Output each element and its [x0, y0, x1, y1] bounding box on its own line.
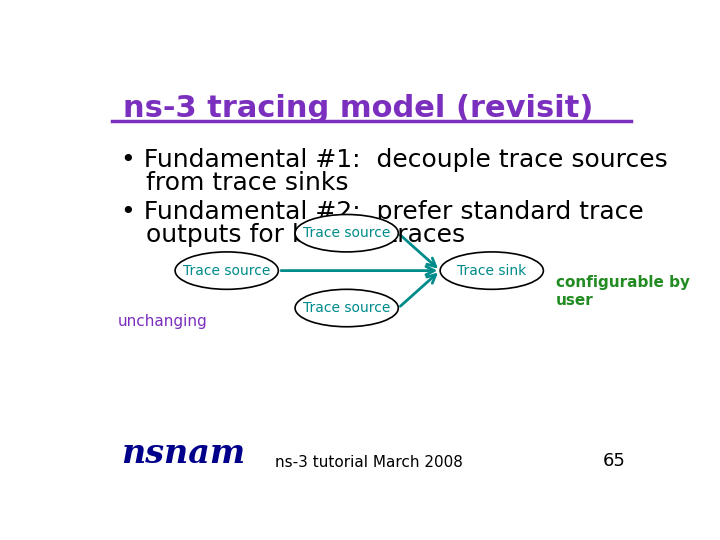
Text: 65: 65 [603, 452, 626, 470]
Ellipse shape [295, 214, 398, 252]
Text: outputs for built-in traces: outputs for built-in traces [145, 223, 465, 247]
Text: Trace sink: Trace sink [457, 264, 526, 278]
Text: ns-3 tracing model (revisit): ns-3 tracing model (revisit) [124, 94, 594, 123]
Ellipse shape [295, 289, 398, 327]
Text: Trace source: Trace source [303, 226, 390, 240]
Text: • Fundamental #2:  prefer standard trace: • Fundamental #2: prefer standard trace [121, 200, 644, 224]
Text: ns-3 tutorial March 2008: ns-3 tutorial March 2008 [275, 455, 463, 470]
Text: Trace source: Trace source [303, 301, 390, 315]
Text: unchanging: unchanging [117, 314, 207, 329]
Ellipse shape [440, 252, 544, 289]
Text: Trace source: Trace source [183, 264, 271, 278]
Text: nsnam: nsnam [121, 437, 245, 470]
Text: • Fundamental #1:  decouple trace sources: • Fundamental #1: decouple trace sources [121, 148, 667, 172]
Ellipse shape [175, 252, 279, 289]
Text: configurable by
user: configurable by user [556, 275, 690, 308]
Text: from trace sinks: from trace sinks [145, 171, 348, 195]
